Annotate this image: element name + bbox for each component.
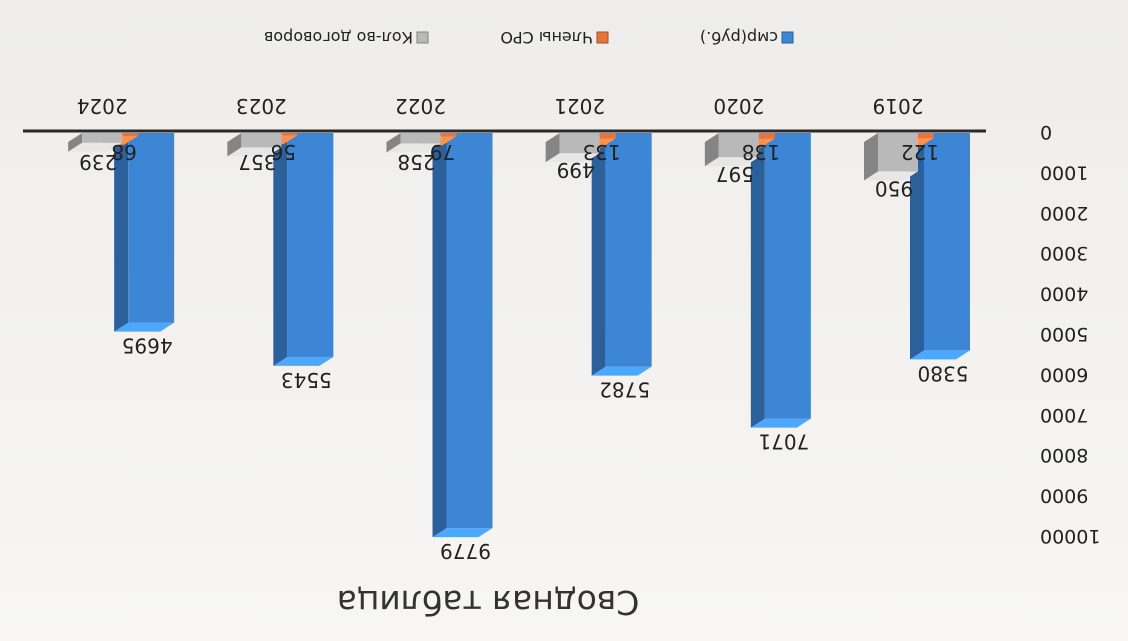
y-tick-label: 4000 <box>1040 283 1088 305</box>
bars-layer <box>68 133 970 538</box>
data-label: 5380 <box>918 361 969 385</box>
legend-item: Кол-во договоров <box>264 28 429 47</box>
data-label: 597 <box>716 162 754 186</box>
data-label: 133 <box>583 140 621 164</box>
bar-2021-series-3 <box>545 133 600 163</box>
y-tick-label: 9000 <box>1040 485 1088 507</box>
chart-title: Сводная таблица <box>337 583 640 622</box>
data-label: 79 <box>430 140 455 164</box>
bar-2022-series-3 <box>386 133 441 153</box>
data-label: 122 <box>901 140 939 164</box>
legend-item: Члены СРО <box>500 28 609 47</box>
bar-2023-series-3 <box>227 133 282 157</box>
bar-2020-series-3 <box>704 133 759 167</box>
bar-2023-series-1 <box>273 133 334 366</box>
x-category-label: 2020 <box>713 94 764 118</box>
bar-2020-series-1 <box>750 133 811 428</box>
bar-2024-series-1 <box>114 133 175 332</box>
y-tick-label: 8000 <box>1040 444 1088 466</box>
data-label: 9779 <box>440 539 491 563</box>
data-label: 138 <box>742 140 780 164</box>
bar-2021-series-1 <box>591 133 652 376</box>
y-tick-label: 5000 <box>1040 323 1088 345</box>
data-label: 5543 <box>281 368 332 392</box>
axis-layer: 0 1000 2000 3000 4000 5000 6000 7000 8000 9000 100… <box>23 121 1100 547</box>
bar-2024-series-3 <box>68 133 123 152</box>
y-tick-label: 2000 <box>1040 202 1088 224</box>
bar-2019-series-3 <box>864 133 918 181</box>
data-label: 56 <box>271 140 296 164</box>
x-category-label: 2023 <box>236 94 287 118</box>
y-tick-label: 10000 <box>1040 525 1100 547</box>
data-label: 5782 <box>599 378 650 402</box>
legend-label: Кол-во договоров <box>264 28 413 47</box>
data-label: 4695 <box>122 334 173 358</box>
x-category-label: 2024 <box>77 94 128 118</box>
y-tick-label: 7000 <box>1040 404 1088 426</box>
legend: смр(руб.) Члены СРО Кол-во договоров <box>264 28 794 47</box>
data-label: 68 <box>111 140 136 164</box>
y-tick-label: 1000 <box>1040 161 1088 183</box>
labels-layer: 2019538012295020207071138597202157821334… <box>77 94 969 563</box>
legend-label: смр(руб.) <box>700 28 778 47</box>
legend-label: Члены СРО <box>500 28 593 47</box>
bar-2019-series-1 <box>910 133 970 360</box>
x-category-label: 2019 <box>873 94 924 118</box>
x-category-label: 2021 <box>554 94 605 118</box>
data-label: 7071 <box>758 430 809 454</box>
legend-swatch <box>781 31 794 44</box>
data-label: 499 <box>557 158 595 182</box>
y-tick-label: 3000 <box>1040 242 1088 264</box>
data-label: 239 <box>79 150 117 174</box>
legend-item: смр(руб.) <box>700 28 794 47</box>
data-label: 357 <box>238 150 276 174</box>
data-label: 258 <box>397 150 435 174</box>
legend-swatch <box>596 31 609 44</box>
bar-2022-series-1 <box>432 133 493 538</box>
x-category-label: 2022 <box>395 94 446 118</box>
y-tick-label: 0 <box>1040 121 1052 143</box>
data-label: 950 <box>875 176 913 200</box>
y-tick-label: 6000 <box>1040 363 1088 385</box>
legend-swatch <box>416 31 429 44</box>
